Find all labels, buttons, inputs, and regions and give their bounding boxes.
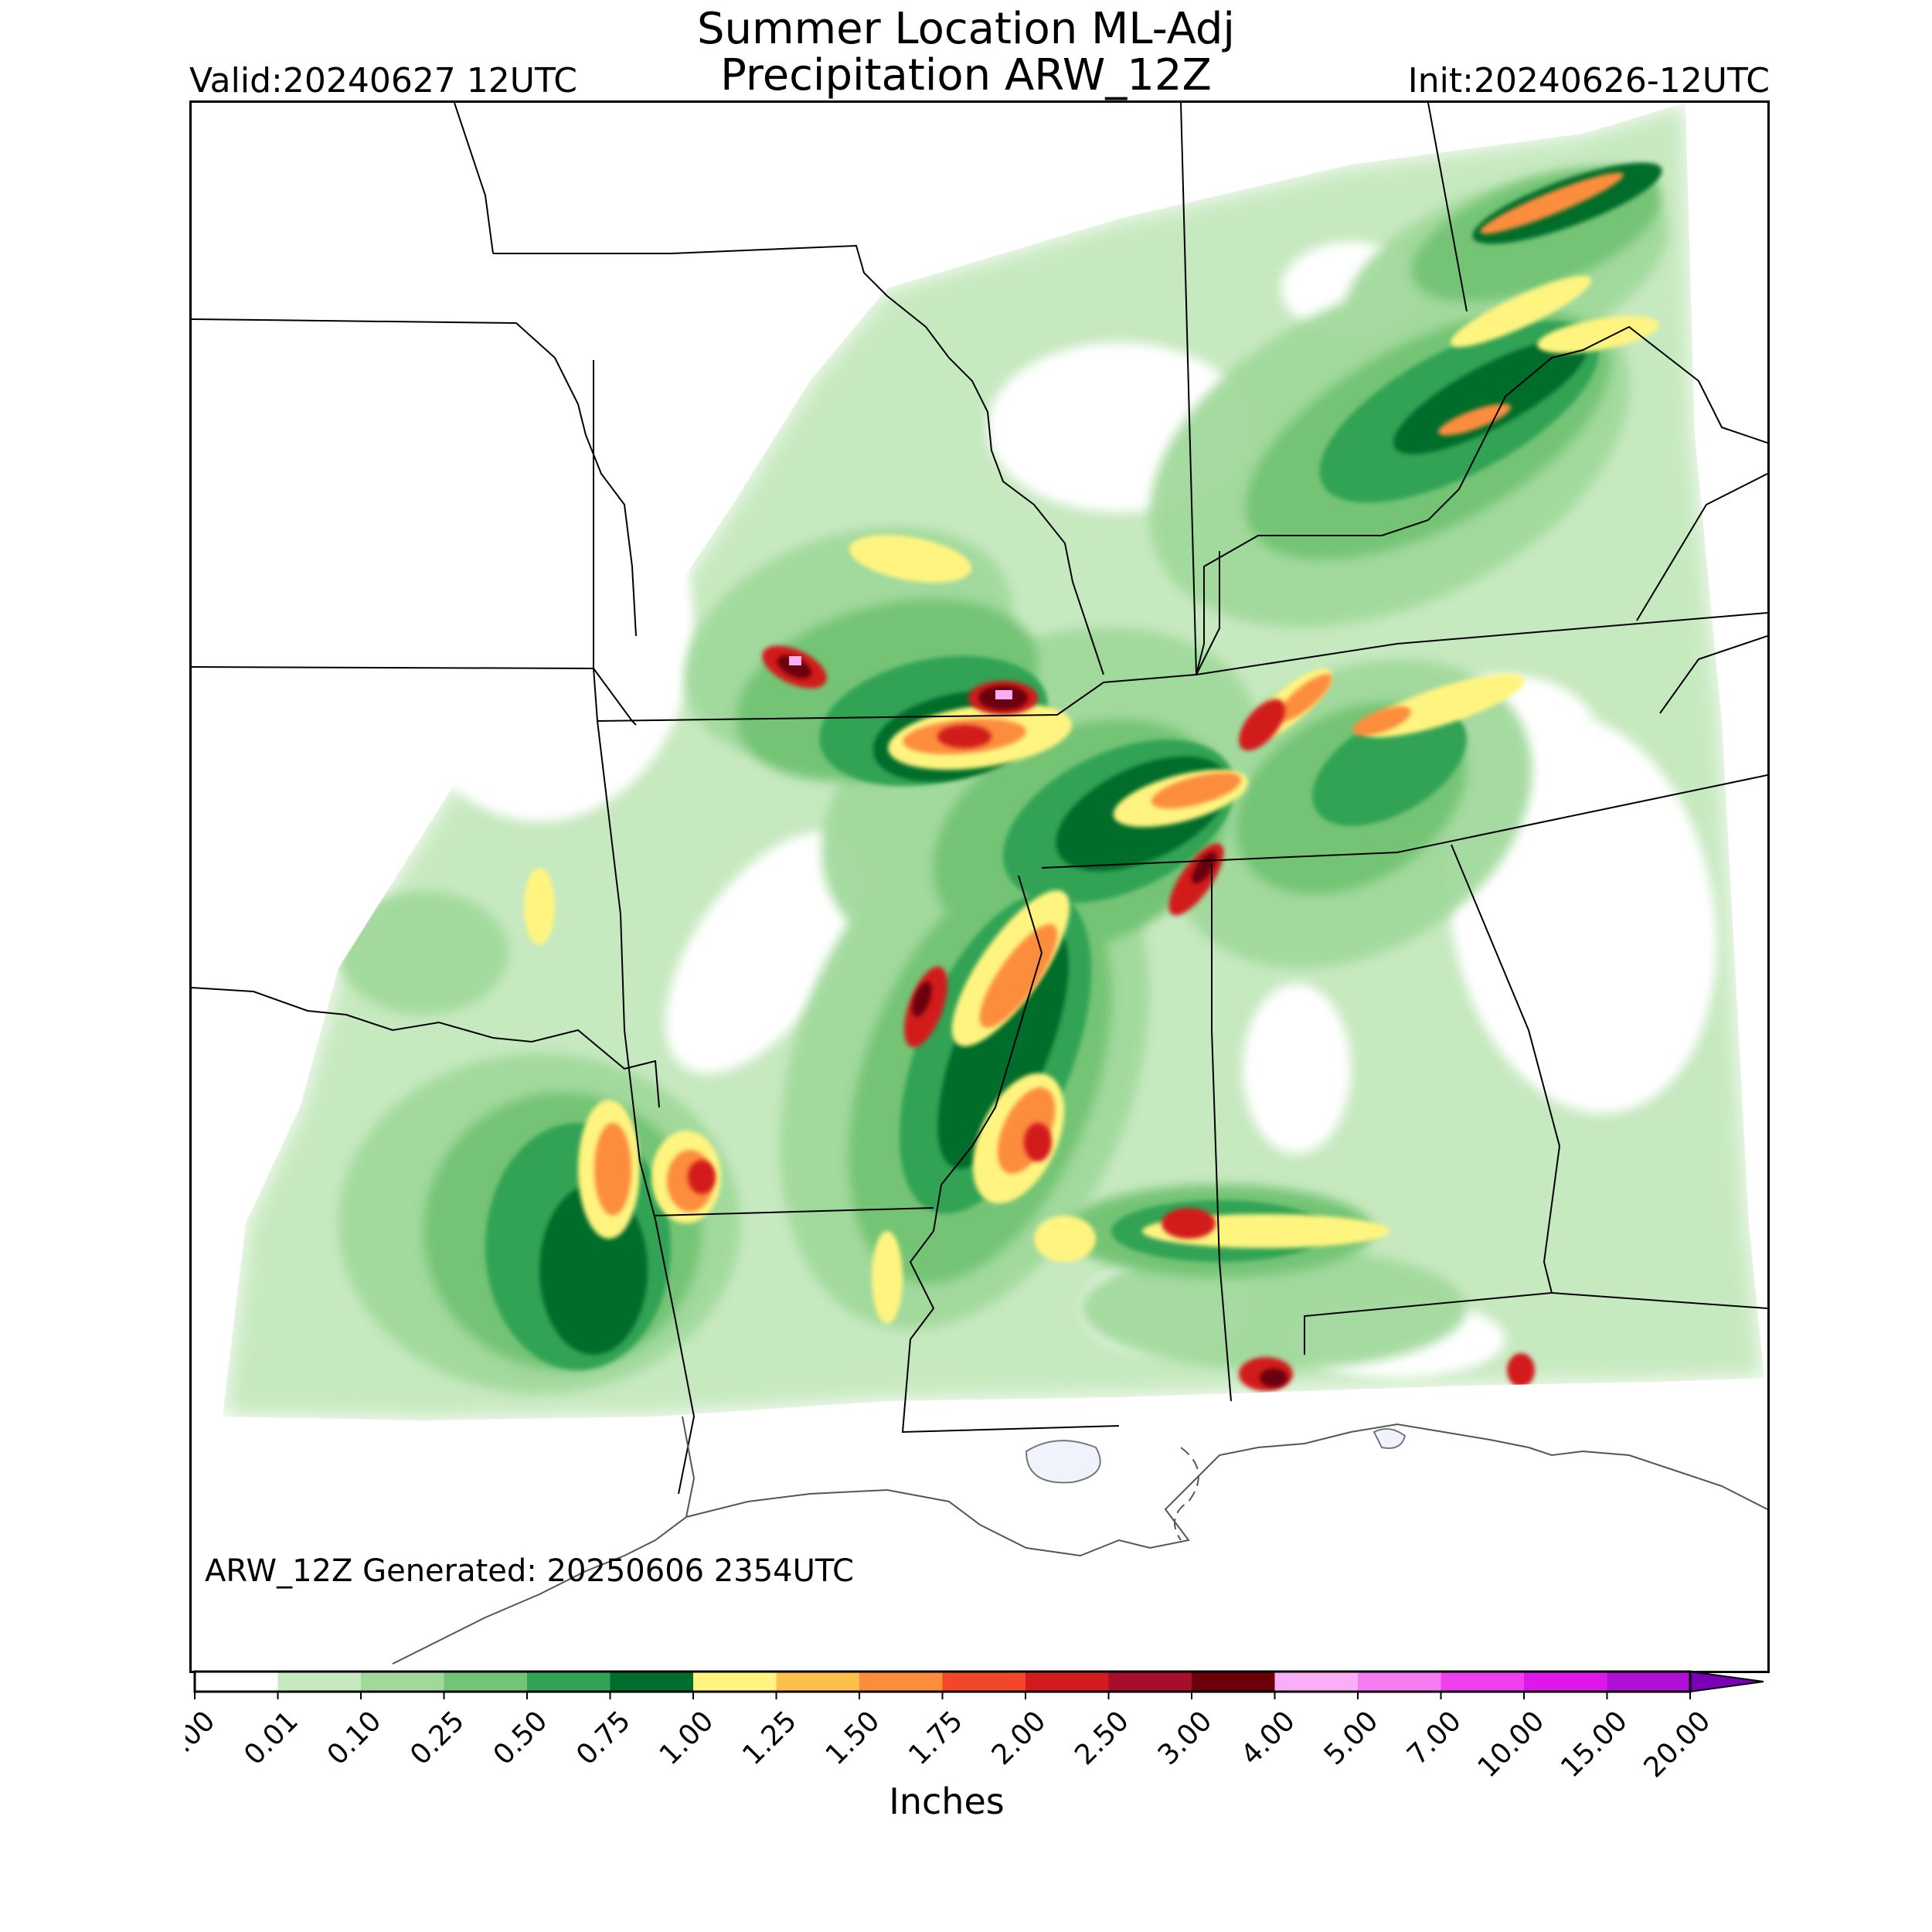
colorbar-segment xyxy=(1607,1672,1690,1692)
colorbar-segment xyxy=(693,1672,777,1692)
boundary-line xyxy=(1196,325,1767,675)
colorbar-tick-label: 2.50 xyxy=(1069,1705,1135,1771)
colorbar-tick-label: 4.00 xyxy=(1235,1705,1301,1771)
colorbar-segment xyxy=(1358,1672,1441,1692)
boundary-line xyxy=(192,666,594,669)
colorbar-tick-label: 0.01 xyxy=(238,1705,304,1771)
coast-line xyxy=(685,1423,1767,1557)
precipitation-map xyxy=(189,100,1770,1673)
boundary-line xyxy=(1041,774,1767,869)
boundary-line xyxy=(1196,551,1220,675)
title-line-2: Precipitation ARW_12Z xyxy=(720,50,1212,100)
boundary-line xyxy=(593,360,696,1495)
colorbar-extend-arrow xyxy=(1689,1670,1764,1693)
gulf-water xyxy=(1025,1428,1406,1484)
colorbar-segment xyxy=(1108,1672,1192,1692)
colorbar-segment xyxy=(1192,1672,1275,1692)
boundary-line xyxy=(655,1207,934,1216)
boundary-line xyxy=(454,103,494,254)
colorbar-segment xyxy=(361,1672,444,1692)
boundary-line xyxy=(493,244,888,297)
colorbar-segment xyxy=(527,1672,611,1692)
colorbar-tick-label: 15.00 xyxy=(1555,1705,1634,1781)
colorbar-tick-label: 0.75 xyxy=(570,1705,637,1771)
colorbar-segment xyxy=(942,1672,1026,1692)
valid-time-label: Valid:20240627 12UTC xyxy=(189,61,578,100)
colorbar-tick-label: 1.50 xyxy=(820,1705,886,1771)
colorbar-tick-label: 3.00 xyxy=(1152,1705,1219,1771)
colorbar-tick-label: 20.00 xyxy=(1638,1705,1717,1781)
generated-note: ARW_12Z Generated: 20250606 2354UTC xyxy=(205,1553,854,1589)
colorbar-tick-label: 0.50 xyxy=(488,1705,554,1771)
colorbar-tick-label: 0.25 xyxy=(404,1705,471,1771)
colorbar-tick-label: 1.75 xyxy=(903,1705,969,1771)
colorbar-tick-label: 5.00 xyxy=(1318,1705,1385,1771)
colorbar-tick-label: 1.25 xyxy=(736,1705,803,1771)
boundary-line xyxy=(192,318,637,637)
boundary-line xyxy=(1551,1292,1767,1309)
state-boundaries xyxy=(192,103,1767,1495)
colorbar-tick-label: 10.00 xyxy=(1472,1705,1551,1781)
colorbar-segment xyxy=(1440,1672,1524,1692)
colorbar-segment xyxy=(195,1672,278,1692)
coastline xyxy=(392,1416,1767,1665)
colorbar-segment xyxy=(610,1672,693,1692)
precip-field xyxy=(223,103,1764,1420)
map-canvas xyxy=(192,103,1767,1665)
boundary-line xyxy=(1211,864,1232,1402)
colorbar-segment xyxy=(444,1672,527,1692)
boundary-line xyxy=(1180,103,1197,675)
colorbar-tick-label: 0.10 xyxy=(321,1705,388,1771)
colorbar-segment xyxy=(1524,1672,1607,1692)
colorbar-tick-label: 0.00 xyxy=(185,1705,221,1771)
precip-layer-4p00 xyxy=(789,656,1012,699)
boundary-line xyxy=(1659,635,1767,714)
colorbar-segment xyxy=(277,1672,361,1692)
title-line-1: Summer Location ML-Adj xyxy=(696,4,1235,54)
colorbar-segment xyxy=(1026,1672,1109,1692)
boundary-line xyxy=(1636,473,1767,621)
water-patch xyxy=(1372,1428,1406,1449)
boundary-line xyxy=(1304,844,1561,1355)
coast-line xyxy=(392,1416,696,1665)
colorbar: 0.00 0.01 0.10 0.25 0.50 0.75 1.00 1.25 1.50 1.75… xyxy=(185,1670,1764,1781)
colorbar-segment xyxy=(1274,1672,1358,1692)
boundary-line xyxy=(1427,103,1468,312)
boundary-line xyxy=(901,875,1120,1434)
init-time-label: Init:20240626-12UTC xyxy=(1407,61,1770,100)
boundary-line xyxy=(886,295,1104,675)
colorbar-segment xyxy=(859,1672,943,1692)
boundary-line xyxy=(597,612,1767,722)
colorbar-unit-label: Inches xyxy=(889,1781,1005,1822)
colorbar-tick-label: 1.00 xyxy=(654,1705,720,1771)
colorbar-segment xyxy=(776,1672,859,1692)
colorbar-tick-label: 7.00 xyxy=(1401,1705,1468,1771)
water-patch xyxy=(1025,1440,1101,1484)
coast-line xyxy=(1174,1447,1199,1541)
boundary-line xyxy=(192,987,660,1108)
colorbar-tick-label: 2.00 xyxy=(986,1705,1053,1771)
